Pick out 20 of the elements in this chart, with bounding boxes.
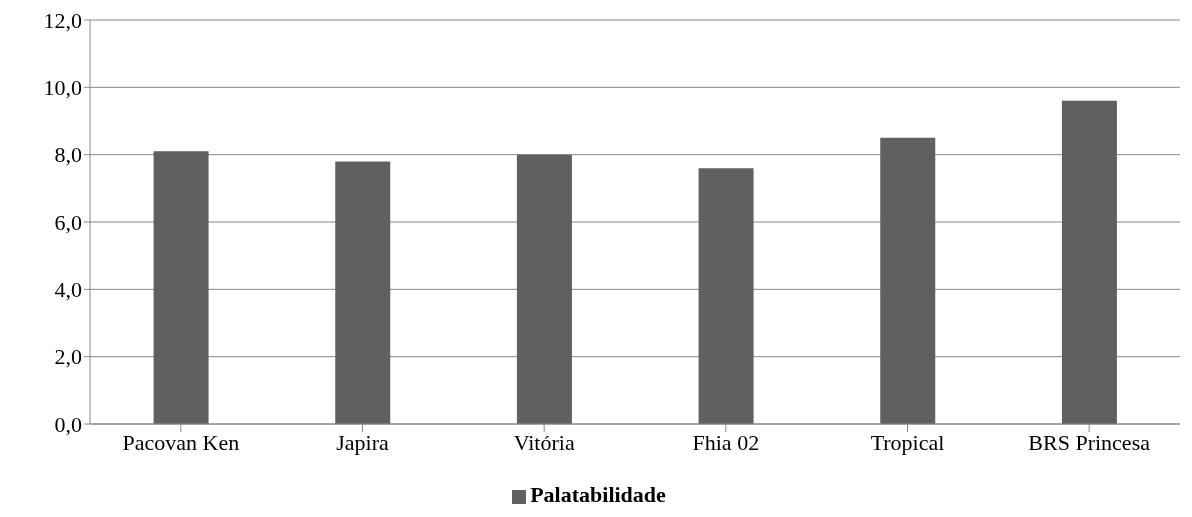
y-tick-label: 4,0 (54, 277, 82, 303)
legend-label: Palatabilidade (530, 482, 666, 507)
x-tick-label: Japira (336, 429, 389, 455)
y-tick-label: 6,0 (54, 209, 82, 235)
y-tick-label: 0,0 (54, 411, 82, 437)
bar (1061, 100, 1117, 424)
y-tick-label: 2,0 (54, 344, 82, 370)
y-tick-label: 10,0 (43, 75, 82, 101)
x-tick-label: Vitória (513, 429, 575, 455)
y-tick-label: 12,0 (43, 7, 82, 33)
x-tick-label: Tropical (870, 429, 945, 455)
bar (516, 154, 572, 424)
bar (698, 168, 754, 424)
x-tick-label: BRS Princesa (1028, 429, 1151, 455)
bar (153, 151, 209, 424)
y-tick-label: 8,0 (54, 142, 82, 168)
x-tick-label: Fhia 02 (692, 429, 760, 455)
bar (335, 161, 391, 424)
x-tick-label: Pacovan Ken (122, 429, 240, 455)
bar (880, 137, 936, 424)
